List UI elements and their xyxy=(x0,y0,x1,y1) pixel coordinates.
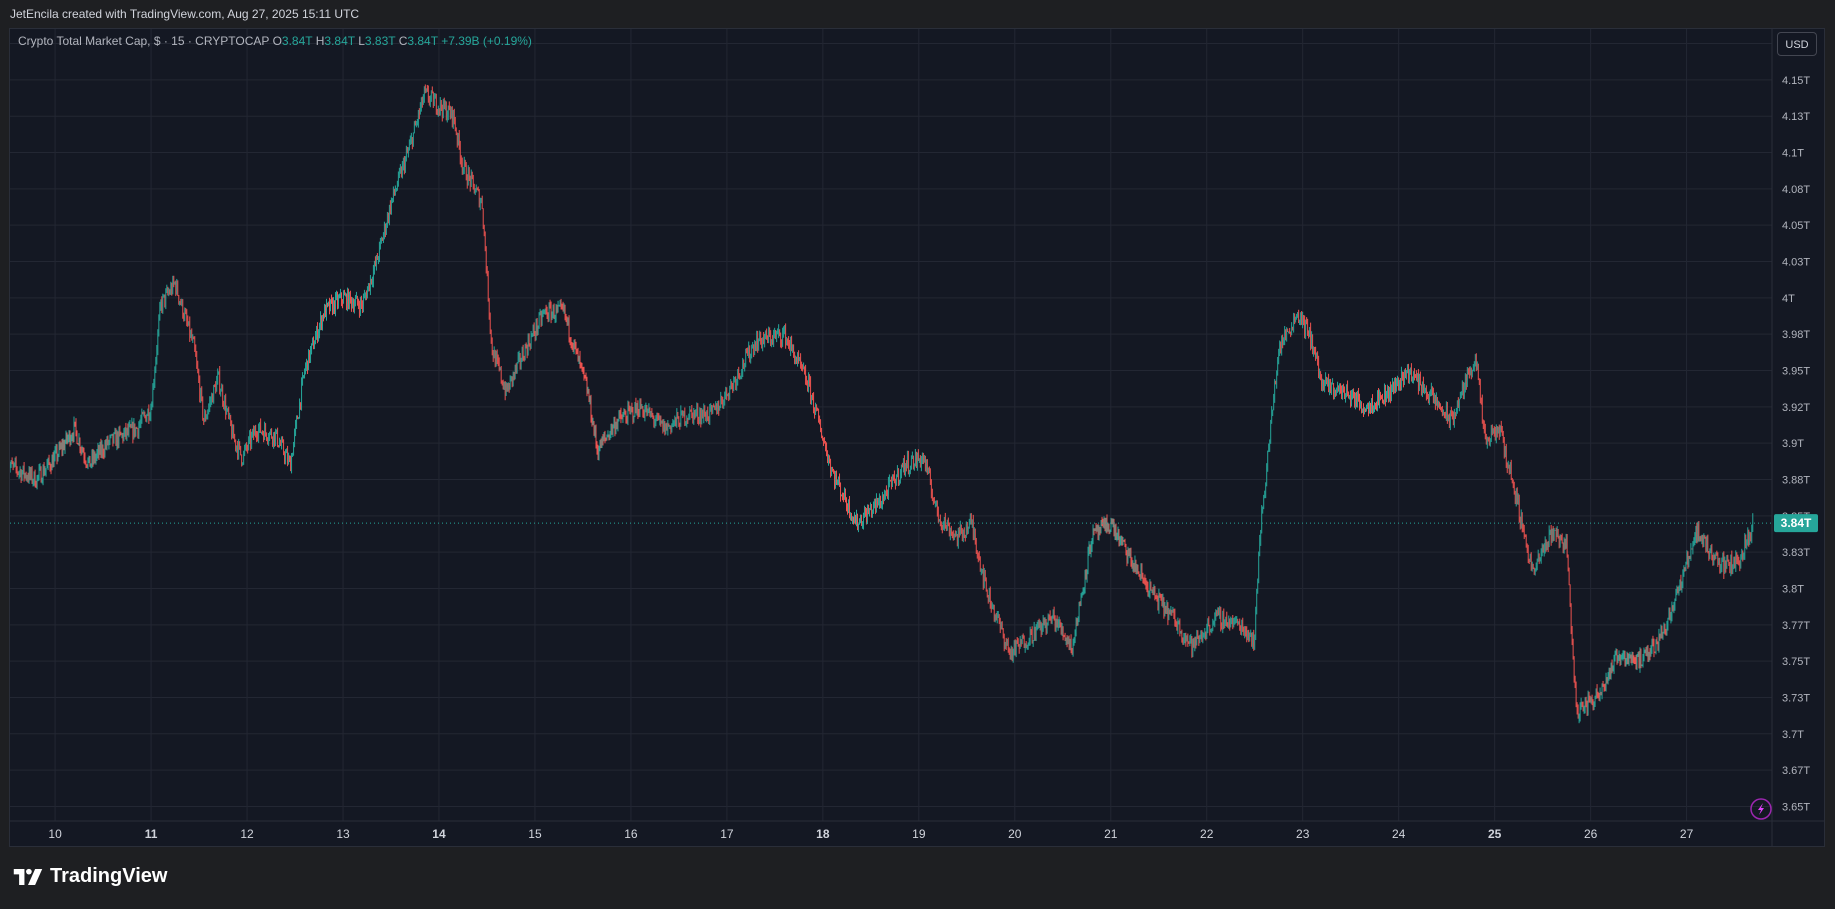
brand[interactable]: TradingView xyxy=(12,865,167,888)
attribution-text: JetEncila created with TradingView.com, … xyxy=(10,7,360,21)
tradingview-logo-icon xyxy=(13,868,43,885)
y-tick-label: 3.95T xyxy=(1782,366,1810,378)
x-tick-label: 13 xyxy=(336,827,350,841)
x-tick-label: 24 xyxy=(1392,827,1406,841)
y-tick-label: 4.05T xyxy=(1782,220,1810,232)
y-tick-label: 4.03T xyxy=(1782,257,1810,269)
y-tick-label: 4T xyxy=(1782,293,1795,305)
y-tick-label: 4.15T xyxy=(1782,75,1810,87)
y-tick-label: 3.77T xyxy=(1782,620,1810,632)
high-label: H xyxy=(315,34,325,48)
close-label: C xyxy=(398,34,408,48)
y-tick-label: 3.88T xyxy=(1782,474,1810,486)
x-tick-label: 15 xyxy=(528,827,542,841)
lightning-icon[interactable] xyxy=(1750,798,1772,820)
low-value: 3.83T xyxy=(364,34,396,48)
change-value: +7.39B (+0.19%) xyxy=(441,34,532,48)
y-tick-label: 4.13T xyxy=(1782,111,1810,123)
y-tick-label: 3.8T xyxy=(1782,583,1804,595)
x-tick-label: 27 xyxy=(1680,827,1694,841)
x-tick-label: 26 xyxy=(1584,827,1598,841)
high-value: 3.84T xyxy=(324,34,355,48)
x-tick-label: 17 xyxy=(720,827,734,841)
current-price-label: 3.84T xyxy=(1781,516,1812,530)
open-value: 3.84T xyxy=(281,34,313,48)
x-tick-label: 12 xyxy=(240,827,254,841)
x-tick-label: 10 xyxy=(48,827,62,841)
lightning-glyph xyxy=(1758,803,1764,815)
x-tick-label: 22 xyxy=(1200,827,1214,841)
y-tick-label: 3.65T xyxy=(1782,801,1810,813)
y-tick-label: 3.75T xyxy=(1782,656,1810,668)
open-label: O xyxy=(272,34,282,48)
price-chart[interactable]: 4.17T4.15T4.13T4.1T4.08T4.05T4.03T4T3.98… xyxy=(10,29,1824,846)
x-tick-label: 25 xyxy=(1488,827,1502,841)
symbol-title: Crypto Total Market Cap, $ · 15 · CRYPTO… xyxy=(18,34,270,48)
y-tick-label: 4.08T xyxy=(1782,184,1810,196)
brand-name: TradingView xyxy=(50,865,168,887)
x-tick-label: 20 xyxy=(1008,827,1022,841)
low-label: L xyxy=(358,34,365,48)
currency-button[interactable]: USD xyxy=(1777,32,1817,56)
x-tick-label: 23 xyxy=(1296,827,1310,841)
y-tick-label: 3.98T xyxy=(1782,329,1810,341)
y-tick-label: 3.67T xyxy=(1782,765,1810,777)
chart-panel[interactable]: 4.17T4.15T4.13T4.1T4.08T4.05T4.03T4T3.98… xyxy=(9,28,1825,847)
x-tick-label: 18 xyxy=(816,827,830,841)
current-price-tag xyxy=(1774,514,1818,533)
y-tick-label: 3.92T xyxy=(1782,402,1810,414)
x-tick-label: 19 xyxy=(912,827,926,841)
symbol-legend: Crypto Total Market Cap, $ · 15 · CRYPTO… xyxy=(18,34,532,48)
y-tick-label: 3.7T xyxy=(1782,729,1804,741)
y-tick-label: 3.73T xyxy=(1782,692,1810,704)
footer-bar: TradingView xyxy=(0,847,1835,909)
attribution-bar: JetEncila created with TradingView.com, … xyxy=(0,0,1835,28)
close-value: 3.84T xyxy=(407,34,438,48)
x-tick-label: 21 xyxy=(1104,827,1118,841)
y-tick-label: 3.9T xyxy=(1782,438,1804,450)
x-tick-label: 11 xyxy=(145,827,158,841)
x-tick-label: 14 xyxy=(432,827,446,841)
x-tick-label: 16 xyxy=(624,827,638,841)
y-tick-label: 3.83T xyxy=(1782,547,1810,559)
y-tick-label: 4.1T xyxy=(1782,148,1804,160)
